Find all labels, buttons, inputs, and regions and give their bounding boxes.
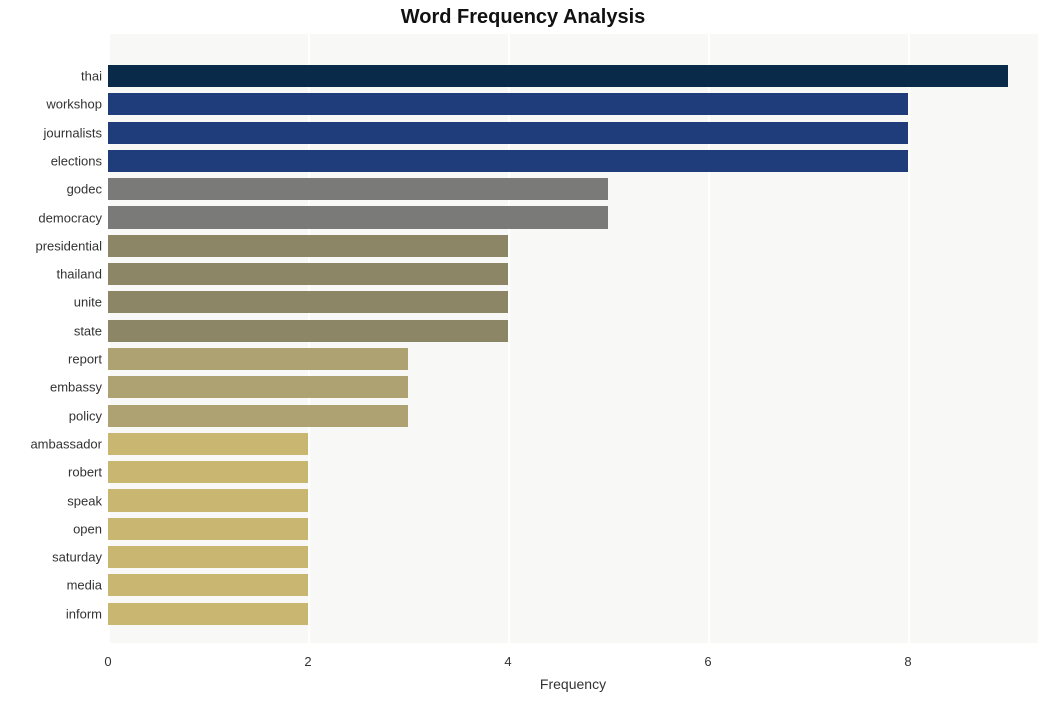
- y-tick-label: workshop: [46, 97, 102, 112]
- y-tick-label: democracy: [38, 210, 102, 225]
- y-tick-label: thai: [81, 69, 102, 84]
- y-tick-label: ambassador: [30, 436, 102, 451]
- bar-row: [108, 178, 1038, 200]
- bar: [108, 518, 308, 540]
- chart-title: Word Frequency Analysis: [0, 6, 1046, 29]
- bar: [108, 291, 508, 313]
- y-tick-label: robert: [68, 465, 102, 480]
- bar: [108, 150, 908, 172]
- bar-row: [108, 376, 1038, 398]
- bar: [108, 206, 608, 228]
- x-tick-label: 4: [504, 654, 511, 669]
- bar-row: [108, 65, 1038, 87]
- bar: [108, 93, 908, 115]
- word-frequency-chart: Word Frequency Analysis Frequency 0 2 4 6 8 t…: [0, 0, 1046, 701]
- bar: [108, 376, 408, 398]
- y-tick-label: presidential: [36, 238, 103, 253]
- bar-row: [108, 348, 1038, 370]
- y-tick-label: open: [73, 521, 102, 536]
- y-tick-label: state: [74, 323, 102, 338]
- bar-row: [108, 603, 1038, 625]
- x-tick-label: 2: [304, 654, 311, 669]
- bar: [108, 348, 408, 370]
- bar-row: [108, 405, 1038, 427]
- bar: [108, 461, 308, 483]
- y-tick-label: report: [68, 352, 102, 367]
- bar: [108, 433, 308, 455]
- y-tick-label: elections: [51, 153, 102, 168]
- bar: [108, 65, 1008, 87]
- y-tick-label: policy: [69, 408, 102, 423]
- bar-row: [108, 291, 1038, 313]
- bar-row: [108, 206, 1038, 228]
- bar: [108, 574, 308, 596]
- bar: [108, 178, 608, 200]
- x-tick-label: 0: [104, 654, 111, 669]
- bar: [108, 263, 508, 285]
- y-tick-label: media: [67, 578, 102, 593]
- bar: [108, 405, 408, 427]
- bar: [108, 546, 308, 568]
- bar-row: [108, 263, 1038, 285]
- bar-row: [108, 150, 1038, 172]
- bar: [108, 603, 308, 625]
- y-tick-label: unite: [74, 295, 102, 310]
- y-tick-label: saturday: [52, 550, 102, 565]
- bar-row: [108, 122, 1038, 144]
- bar-row: [108, 433, 1038, 455]
- bar-row: [108, 93, 1038, 115]
- bar-row: [108, 320, 1038, 342]
- y-tick-label: thailand: [56, 267, 102, 282]
- bar-row: [108, 574, 1038, 596]
- y-tick-label: inform: [66, 606, 102, 621]
- x-tick-label: 6: [704, 654, 711, 669]
- bar-row: [108, 461, 1038, 483]
- y-tick-label: speak: [67, 493, 102, 508]
- y-tick-label: godec: [67, 182, 102, 197]
- bar-row: [108, 489, 1038, 511]
- bar: [108, 235, 508, 257]
- bar: [108, 320, 508, 342]
- plot-area: [108, 34, 1038, 643]
- bar: [108, 122, 908, 144]
- y-tick-label: embassy: [50, 380, 102, 395]
- bar-row: [108, 235, 1038, 257]
- x-tick-label: 8: [904, 654, 911, 669]
- y-tick-label: journalists: [43, 125, 102, 140]
- x-axis-label: Frequency: [108, 676, 1038, 692]
- bar-row: [108, 546, 1038, 568]
- bar-row: [108, 518, 1038, 540]
- bar: [108, 489, 308, 511]
